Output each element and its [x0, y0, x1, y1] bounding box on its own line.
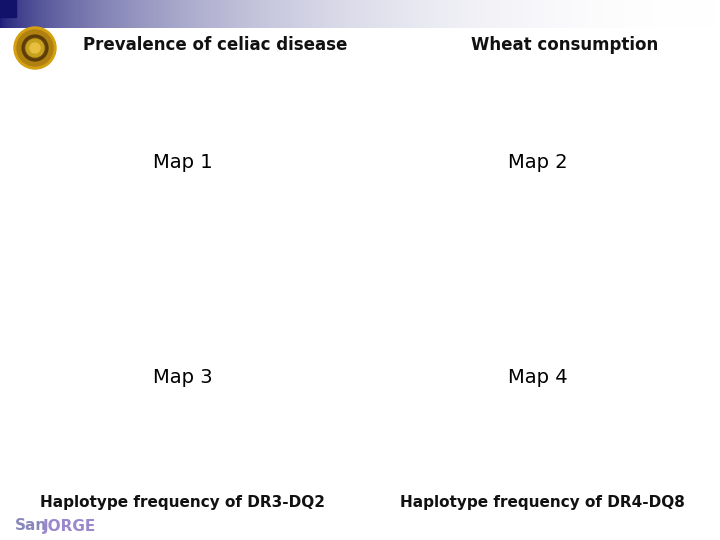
Text: Prevalence of celiac disease: Prevalence of celiac disease	[83, 36, 347, 54]
Text: San: San	[15, 518, 48, 534]
Text: Map 1: Map 1	[153, 153, 212, 172]
Text: Map 4: Map 4	[508, 368, 567, 387]
Text: Wheat consumption: Wheat consumption	[472, 36, 659, 54]
Text: Haplotype frequency of DR4-DQ8: Haplotype frequency of DR4-DQ8	[400, 496, 685, 510]
Circle shape	[22, 35, 48, 61]
Circle shape	[30, 43, 40, 53]
Text: Haplotype frequency of DR3-DQ2: Haplotype frequency of DR3-DQ2	[40, 496, 325, 510]
Text: JORGE: JORGE	[43, 518, 96, 534]
Bar	[0, 0, 16, 17]
Text: Map 2: Map 2	[508, 153, 567, 172]
Text: ✦: ✦	[31, 42, 39, 52]
Circle shape	[14, 27, 56, 69]
Text: Map 3: Map 3	[153, 368, 212, 387]
Circle shape	[26, 39, 44, 57]
Circle shape	[17, 30, 53, 66]
